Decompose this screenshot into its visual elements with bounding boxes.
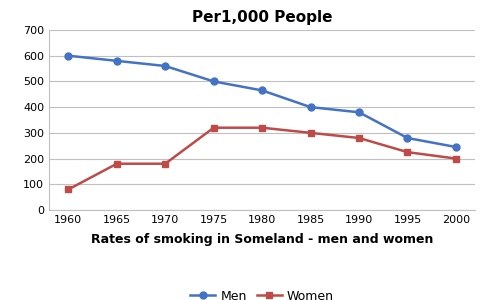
Line: Women: Women: [65, 124, 459, 193]
Men: [308, 105, 314, 109]
Men: [114, 59, 120, 63]
Men: [453, 145, 459, 149]
Men: [259, 88, 265, 92]
Women: [308, 131, 314, 135]
Women: [211, 126, 217, 130]
Line: Men: Men: [65, 52, 460, 151]
Women: [405, 150, 411, 154]
Title: Per1,000 People: Per1,000 People: [192, 10, 332, 25]
Men: [356, 110, 362, 114]
Women: [114, 162, 120, 166]
X-axis label: Rates of smoking in Someland - men and women: Rates of smoking in Someland - men and w…: [91, 233, 433, 246]
Women: [66, 188, 72, 191]
Women: [162, 162, 168, 166]
Legend: Men, Women: Men, Women: [185, 285, 339, 300]
Men: [66, 54, 72, 58]
Women: [453, 157, 459, 160]
Women: [259, 126, 265, 130]
Women: [356, 136, 362, 140]
Men: [162, 64, 168, 68]
Men: [211, 80, 217, 83]
Men: [405, 136, 411, 140]
